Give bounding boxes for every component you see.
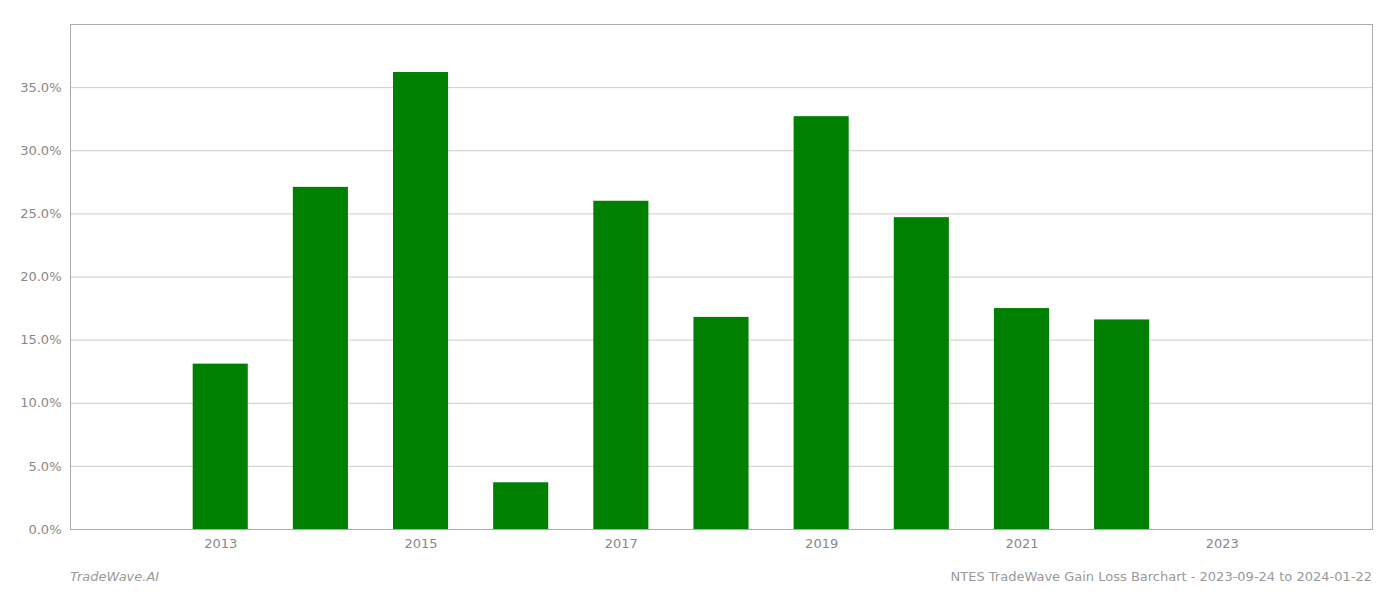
html-text:TradeWave.AI: TradeWave.AI <box>70 569 160 584</box>
svg-text:30.0%: 30.0% <box>20 143 61 158</box>
svg-text:35.0%: 35.0% <box>20 80 61 95</box>
svg-text:5.0%: 5.0% <box>28 459 61 474</box>
svg-text:2015: 2015 <box>404 536 437 551</box>
html-text:NTES TradeWave Gain Loss Barch: NTES TradeWave Gain Loss Barchart - 2023… <box>950 569 1372 584</box>
svg-text:2017: 2017 <box>605 536 638 551</box>
svg-text:15.0%: 15.0% <box>20 332 61 347</box>
svg-text:10.0%: 10.0% <box>20 395 61 410</box>
svg-text:25.0%: 25.0% <box>20 206 61 221</box>
svg-text:2013: 2013 <box>204 536 237 551</box>
svg-text:2021: 2021 <box>1005 536 1038 551</box>
svg-text:2019: 2019 <box>805 536 838 551</box>
svg-text:0.0%: 0.0% <box>28 522 61 537</box>
svg-text:20.0%: 20.0% <box>20 269 61 284</box>
svg-text:2023: 2023 <box>1206 536 1239 551</box>
